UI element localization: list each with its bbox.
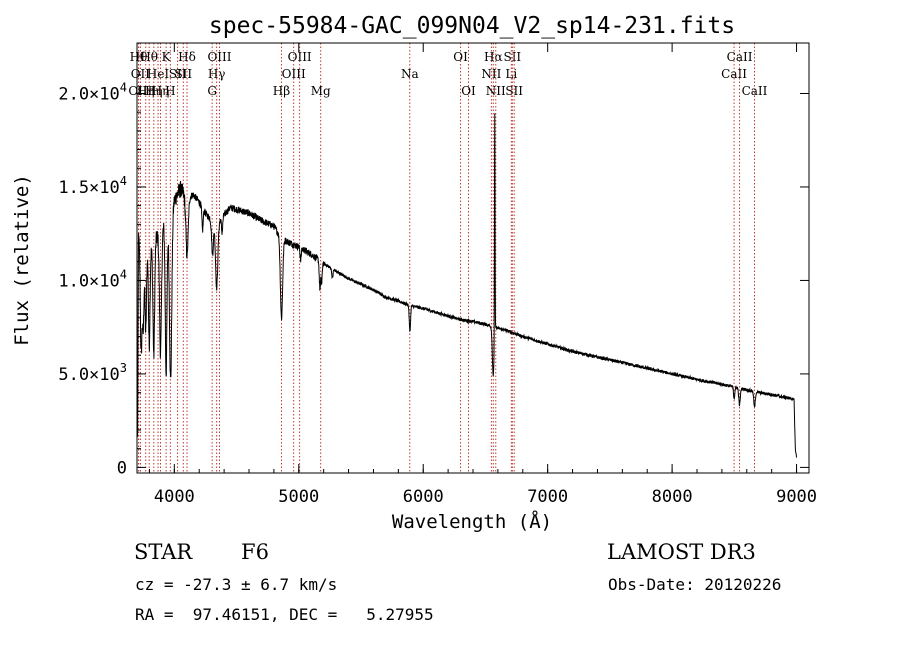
line-marker-label: Li	[505, 67, 517, 81]
line-marker-label: OII	[131, 67, 151, 81]
x-tick-label: 8000	[652, 487, 693, 507]
line-marker-label: HeI	[147, 67, 170, 81]
coordinates-text: RA = 97.46151, DEC = 5.27955	[135, 605, 434, 624]
line-marker-label: Hη	[152, 84, 170, 98]
x-tick-label: 6000	[403, 487, 444, 507]
survey-name: LAMOST DR3	[607, 540, 756, 564]
y-axis: 0 5.0×103 1.0×104 1.5×104 2.0×104	[58, 55, 809, 478]
line-marker-label: Hθ	[130, 50, 148, 64]
line-marker-label: NII	[486, 84, 506, 98]
line-marker-label: Hγ	[208, 67, 226, 81]
line-marker-label: Hα	[484, 50, 503, 64]
line-marker-label: Hδ	[178, 50, 196, 64]
x-tick-label: 9000	[776, 487, 817, 507]
line-marker-label: Hθ	[140, 50, 158, 64]
x-tick-label: 7000	[527, 487, 568, 507]
line-markers: HθOIIOIIIHηHθHηHeIHηKHSIISIIHδGHγOIIIHβO…	[128, 43, 768, 473]
plot-frame	[136, 42, 810, 474]
line-marker-label: OIII	[288, 50, 312, 64]
chart-title: spec-55984-GAC_099N04_V2_sp14-231.fits	[209, 13, 735, 39]
y-axis-label: Flux (relative)	[11, 174, 33, 346]
line-marker-label: Na	[401, 67, 419, 81]
y-tick-label: 1.5×104	[58, 174, 127, 198]
obs-date-text: Obs-Date: 20120226	[608, 575, 782, 594]
line-marker-label: OIII	[282, 67, 306, 81]
line-marker-label: G	[207, 84, 217, 98]
x-tick-label: 5000	[278, 487, 319, 507]
x-axis: 4000 5000 6000 7000 8000 9000	[148, 43, 817, 507]
line-marker-label: SII	[169, 67, 187, 81]
x-tick-label: 4000	[154, 487, 195, 507]
line-marker-label: CaII	[721, 67, 747, 81]
line-marker-label: CaII	[742, 84, 768, 98]
line-marker-label: OIII	[207, 50, 231, 64]
y-tick-label: 2.0×104	[58, 80, 127, 104]
line-marker-label: SII	[505, 84, 523, 98]
line-marker-label: OI	[461, 84, 476, 98]
line-marker-label: NII	[481, 67, 501, 81]
y-tick-label: 1.0×104	[58, 267, 127, 291]
line-marker-label: SII	[174, 67, 192, 81]
line-marker-label: CaII	[727, 50, 753, 64]
line-marker-label: Hβ	[273, 84, 290, 98]
y-tick-label: 5.0×103	[58, 361, 127, 385]
redshift-text: cz = -27.3 ± 6.7 km/s	[135, 575, 338, 594]
line-marker-label: K	[162, 50, 172, 64]
line-marker-label: Hη	[137, 84, 155, 98]
line-marker-label: Hη	[145, 84, 163, 98]
spectral-subclass: F6	[241, 540, 269, 564]
object-class: STAR	[134, 540, 193, 564]
line-marker-label: SII	[503, 50, 521, 64]
x-axis-label: Wavelength (Å)	[392, 510, 552, 533]
y-tick-label: 0	[117, 458, 127, 478]
spectrum-series-line	[137, 113, 797, 458]
line-marker-label: Mg	[311, 84, 331, 98]
line-marker-label: H	[165, 84, 175, 98]
line-marker-label: OI	[453, 50, 468, 64]
line-marker-label: OIII	[128, 84, 152, 98]
